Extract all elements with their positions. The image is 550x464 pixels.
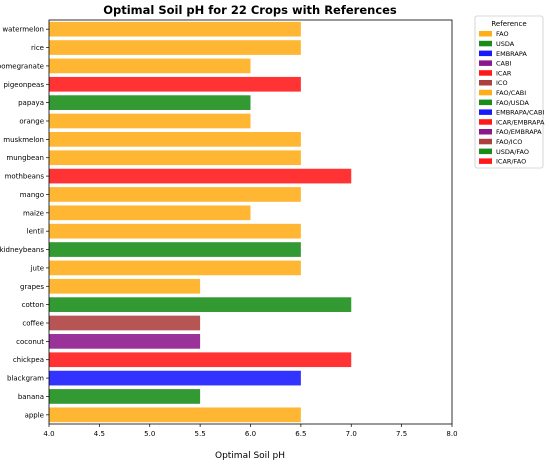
bar-chickpea (49, 352, 351, 367)
legend-swatch (479, 158, 492, 164)
y-tick-label: lentil (27, 228, 44, 236)
y-tick-label: mothbeans (5, 173, 45, 181)
bar-papaya (49, 95, 251, 110)
bar-grapes (49, 279, 200, 294)
legend-swatch (479, 149, 492, 155)
x-axis: 4.0 4.5 5.0 5.5 6.0 6.5 7.0 7.5 8.0 (43, 424, 457, 438)
y-tick-label: grapes (20, 283, 44, 291)
bars-layer (49, 22, 351, 422)
bar-pomegranate (49, 59, 251, 74)
y-tick-label: chickpea (13, 356, 44, 364)
bar-lentil (49, 224, 301, 239)
y-tick-label: muskmelon (3, 136, 44, 144)
legend-swatch (479, 80, 492, 86)
bar-coffee (49, 316, 200, 331)
x-tick-label: 6.5 (295, 430, 306, 438)
bar-pigeonpeas (49, 77, 301, 92)
x-tick-label: 6.0 (245, 430, 256, 438)
legend-swatch (479, 129, 492, 135)
legend-swatch (479, 51, 492, 57)
bar-mothbeans (49, 169, 351, 184)
legend-label: USDA (496, 40, 515, 48)
x-tick-label: 5.5 (195, 430, 206, 438)
y-tick-label: coffee (22, 320, 44, 328)
y-tick-label: kidneybeans (0, 246, 44, 254)
legend-label: FAO (496, 30, 509, 38)
y-tick-label: pigeonpeas (3, 81, 44, 89)
legend-label: CABI (496, 60, 511, 68)
bar-orange (49, 114, 251, 129)
bar-mungbean (49, 150, 301, 165)
legend-swatch (479, 139, 492, 145)
bar-jute (49, 261, 301, 276)
y-tick-label: maize (23, 209, 44, 217)
legend-label: ICAR/FAO (496, 158, 526, 166)
legend-swatch (479, 31, 492, 37)
x-tick-label: 7.5 (396, 430, 407, 438)
legend-swatch (479, 90, 492, 96)
bar-maize (49, 205, 251, 220)
bar-rice (49, 40, 301, 55)
y-tick-label: blackgram (7, 375, 44, 383)
y-tick-label: pomegranate (0, 62, 44, 70)
legend-label: FAO/CABI (496, 89, 526, 97)
legend-swatch (479, 60, 492, 66)
bar-mango (49, 187, 301, 202)
legend-label: ICO (496, 79, 508, 87)
x-axis-title: Optimal Soil pH (215, 451, 285, 461)
bar-cotton (49, 297, 351, 312)
x-tick-label: 4.0 (43, 430, 54, 438)
legend-swatch (479, 41, 492, 47)
y-tick-label: rice (31, 44, 44, 52)
legend-label: EMBRAPA/CABI (496, 109, 544, 117)
y-tick-label: cotton (22, 301, 44, 309)
y-tick-label: coconut (16, 338, 44, 346)
y-tick-label: apple (25, 411, 44, 419)
y-tick-label: jute (30, 264, 44, 272)
y-tick-label: orange (19, 118, 44, 126)
legend-swatch (479, 100, 492, 106)
legend-label: FAO/EMBRAPA (496, 128, 542, 136)
x-tick-label: 8.0 (446, 430, 457, 438)
legend-label: EMBRAPA (496, 50, 527, 58)
y-tick-label: mungbean (6, 154, 44, 162)
y-axis: apple banana blackgram chickpea coconut coffe… (0, 26, 49, 420)
legend-swatch (479, 119, 492, 125)
bar-coconut (49, 334, 200, 349)
x-tick-label: 5.0 (144, 430, 155, 438)
x-tick-label: 4.5 (94, 430, 105, 438)
y-tick-label: watermelon (2, 26, 44, 34)
chart-title: Optimal Soil pH for 22 Crops with Refere… (103, 3, 397, 17)
legend-label: FAO/ICO (496, 138, 522, 146)
legend-swatch (479, 70, 492, 76)
bar-blackgram (49, 371, 301, 386)
legend-label: ICAR (496, 69, 512, 77)
legend-swatch (479, 109, 492, 115)
bar-apple (49, 407, 301, 422)
y-tick-label: mango (20, 191, 44, 199)
legend-label: FAO/USDA (496, 99, 530, 107)
bar-muskmelon (49, 132, 301, 147)
bar-watermelon (49, 22, 301, 37)
legend-title: Reference (491, 20, 526, 28)
bar-kidneybeans (49, 242, 301, 257)
x-tick-label: 7.0 (346, 430, 357, 438)
bar-banana (49, 389, 200, 404)
legend-label: ICAR/EMBRAPA (496, 118, 545, 126)
legend-label: USDA/FAO (496, 148, 529, 156)
y-tick-label: banana (18, 393, 44, 401)
y-tick-label: papaya (18, 99, 44, 107)
